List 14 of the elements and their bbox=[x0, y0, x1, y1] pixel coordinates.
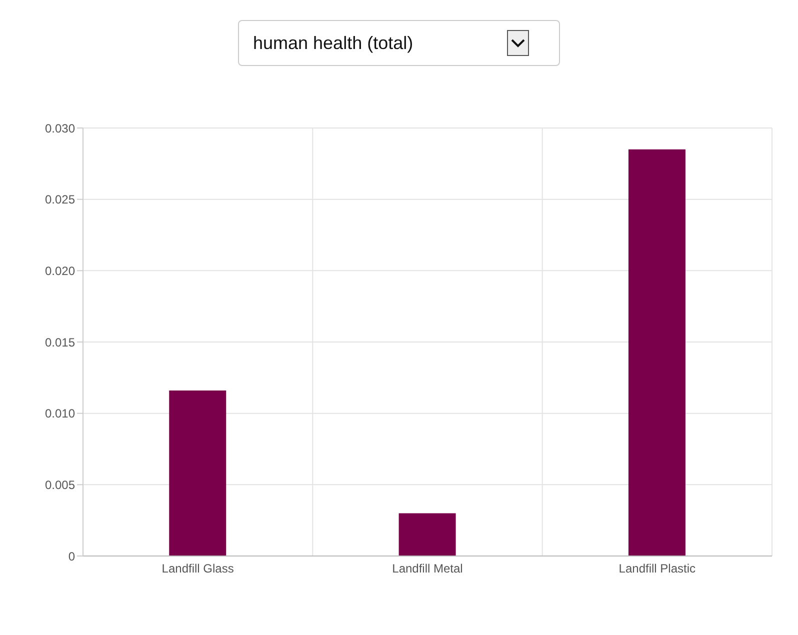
y-tick-label: 0.015 bbox=[44, 335, 76, 350]
x-tick-label: Landfill Plastic bbox=[618, 562, 696, 576]
y-tick-label: 0.030 bbox=[44, 121, 76, 136]
x-tick-label: Landfill Glass bbox=[162, 562, 234, 576]
x-tick-label: Landfill Metal bbox=[392, 562, 463, 576]
chart-title: human health (total) bbox=[253, 32, 414, 54]
bar bbox=[628, 149, 686, 556]
bar bbox=[169, 390, 226, 556]
y-tick-label: 0.020 bbox=[44, 264, 76, 278]
y-tick-label: 0.005 bbox=[44, 478, 76, 492]
y-tick-label: 0 bbox=[68, 549, 76, 564]
bar bbox=[398, 513, 456, 556]
y-tick-label: 0.010 bbox=[44, 406, 76, 421]
y-tick-label: 0.025 bbox=[44, 192, 76, 207]
